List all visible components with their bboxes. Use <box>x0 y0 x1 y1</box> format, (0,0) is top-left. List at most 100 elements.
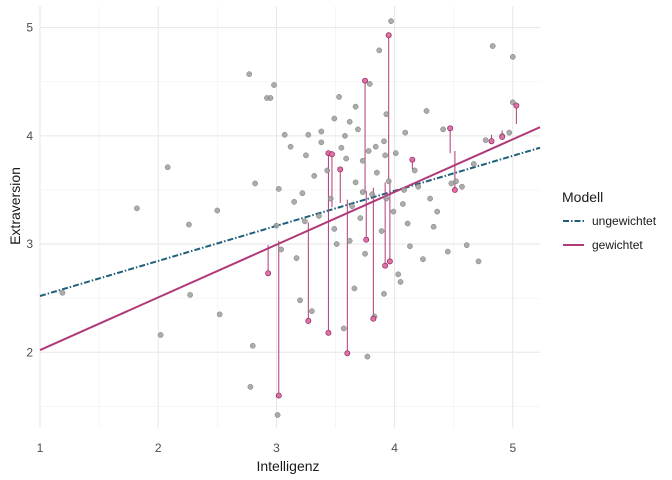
data-point <box>397 279 404 285</box>
data-point <box>187 292 193 298</box>
highlighted-point <box>344 350 351 357</box>
data-point <box>475 258 482 265</box>
highlighted-point <box>362 77 369 84</box>
data-point <box>420 256 426 263</box>
data-point <box>252 180 258 187</box>
data-point <box>297 297 303 304</box>
data-point <box>392 150 399 157</box>
data-point <box>278 246 284 253</box>
data-point <box>274 412 281 418</box>
data-point <box>267 95 274 101</box>
data-point <box>440 126 446 133</box>
data-point <box>352 179 359 186</box>
highlighted-point <box>265 270 272 277</box>
data-point <box>383 111 390 118</box>
data-point <box>246 71 253 78</box>
highlighted-point <box>386 258 393 265</box>
data-point <box>415 183 422 190</box>
highlighted-point <box>451 186 458 193</box>
data-point <box>357 215 364 221</box>
data-point <box>382 152 389 159</box>
highlighted-point <box>513 102 520 109</box>
legend-label-ungewichtet: ungewichtet <box>592 214 657 228</box>
data-point <box>293 255 300 261</box>
x-tick-label: 5 <box>509 441 516 455</box>
data-point <box>359 157 366 164</box>
highlighted-point <box>275 392 282 399</box>
highlighted-point <box>329 151 335 158</box>
data-points <box>59 18 516 418</box>
highlighted-point <box>363 236 370 243</box>
data-point <box>249 342 256 349</box>
y-tick-label: 4 <box>26 129 33 143</box>
data-point <box>423 108 430 114</box>
data-point <box>470 161 477 167</box>
x-tick-labels: 1 2 3 4 5 <box>37 441 517 455</box>
highlighted-point <box>325 329 332 336</box>
data-point <box>340 325 347 332</box>
data-point <box>351 285 358 292</box>
highlighted-points <box>265 32 520 399</box>
legend-label-gewichtet: gewichtet <box>592 238 643 252</box>
data-point <box>303 152 309 159</box>
data-point <box>400 201 406 207</box>
data-point <box>365 148 372 154</box>
data-point <box>327 195 334 202</box>
x-tick-label: 2 <box>155 441 162 455</box>
data-point <box>374 169 380 176</box>
data-point <box>366 81 373 87</box>
data-point <box>316 213 322 219</box>
data-point <box>134 205 140 212</box>
data-point <box>381 290 387 297</box>
highlighted-point <box>382 262 389 269</box>
data-point <box>402 129 409 136</box>
data-point <box>331 115 338 122</box>
x-tick-label: 3 <box>273 441 280 455</box>
data-point <box>336 94 342 100</box>
data-point <box>383 195 390 202</box>
data-point <box>333 241 340 247</box>
data-point <box>372 143 379 150</box>
data-point <box>448 180 455 187</box>
y-tick-label: 5 <box>26 21 33 35</box>
data-point <box>331 226 338 232</box>
x-tick-label: 4 <box>391 441 398 455</box>
data-point <box>459 183 465 190</box>
data-point <box>346 118 353 125</box>
data-point <box>404 220 411 227</box>
data-point <box>388 18 394 24</box>
data-point <box>369 191 376 198</box>
highlighted-point <box>305 317 312 324</box>
data-point <box>463 242 470 248</box>
data-point <box>489 43 496 49</box>
data-point <box>318 139 325 146</box>
data-point <box>430 223 437 230</box>
data-point <box>318 128 325 135</box>
data-point <box>411 167 418 174</box>
highlighted-point <box>409 156 416 163</box>
data-point <box>247 384 254 390</box>
data-point <box>378 228 385 234</box>
y-tick-label: 3 <box>26 237 33 251</box>
y-tick-labels: 2 3 4 5 <box>26 21 33 360</box>
data-point <box>385 178 392 185</box>
x-axis-title: Intelligenz <box>256 458 319 474</box>
y-tick-label: 2 <box>26 345 33 359</box>
legend: Modell ungewichtet gewichtet <box>562 189 657 252</box>
line-gewichtet <box>39 126 541 352</box>
data-point <box>301 218 308 225</box>
data-point <box>401 187 407 193</box>
highlighted-point <box>499 133 506 140</box>
data-point <box>355 126 361 133</box>
line-ungewichtet <box>39 146 541 297</box>
data-point <box>281 131 288 138</box>
data-point <box>359 189 366 195</box>
data-point <box>427 195 433 202</box>
x-tick-label: 1 <box>37 441 44 455</box>
data-point <box>506 129 513 136</box>
data-point <box>407 243 413 250</box>
y-axis-title: Extraversion <box>7 167 23 245</box>
highlighted-point <box>447 125 454 132</box>
data-point <box>381 138 387 145</box>
